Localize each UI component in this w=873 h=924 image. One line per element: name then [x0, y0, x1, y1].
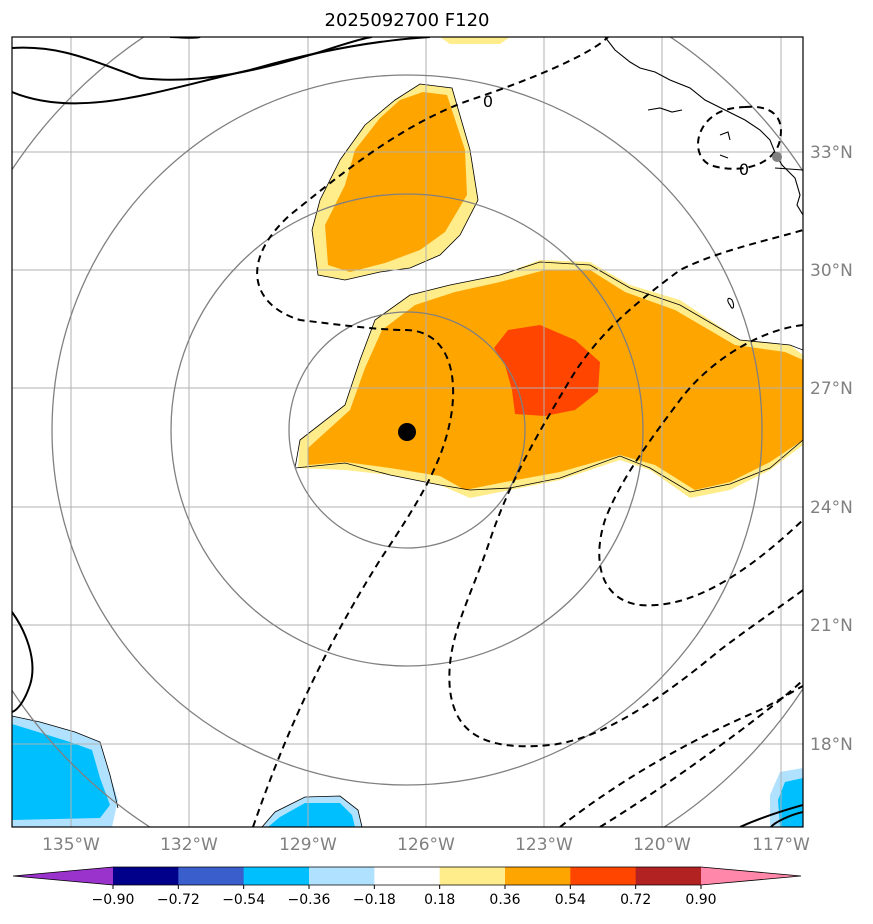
storm-center-marker [398, 423, 416, 441]
lat-tick-18: 18°N [810, 735, 853, 755]
colorbar-label: −0.90 [92, 892, 135, 908]
colorbar-swatch [635, 867, 702, 885]
colorbar-label: −0.72 [157, 892, 200, 908]
lon-tick-120: 120°W [633, 835, 691, 855]
contour-label-0-north: 0 [483, 92, 493, 111]
colorbar-label: 0.54 [555, 892, 586, 908]
colorbar-swatch [178, 867, 245, 885]
lat-tick-labels: 33°N 30°N 27°N 24°N 21°N 18°N [810, 143, 853, 755]
colorbar-label: 0.72 [620, 892, 651, 908]
lat-tick-21: 21°N [810, 616, 853, 636]
colorbar-label: −0.18 [353, 892, 396, 908]
colorbar-swatch [570, 867, 637, 885]
lat-tick-30: 30°N [810, 261, 853, 281]
lat-tick-33: 33°N [810, 143, 853, 163]
colorbar-label: 0.90 [685, 892, 716, 908]
map-area: 0 0 [12, 37, 803, 827]
coastal-station-dot [772, 152, 782, 162]
lon-tick-labels: 135°W 132°W 129°W 126°W 123°W 120°W 117°… [42, 835, 810, 855]
contour-label-0-coast: 0 [739, 160, 749, 179]
negative-patch-southwest-core [12, 724, 110, 820]
colorbar-label: −0.54 [222, 892, 265, 908]
colorbar-swatch [309, 867, 375, 885]
negative-patch-south-core [268, 803, 355, 827]
lat-tick-24: 24°N [810, 498, 853, 518]
colorbar-label: 0.18 [424, 892, 455, 908]
colorbar-swatch [374, 867, 441, 885]
colorbar-extend-low [13, 867, 113, 885]
negative-patch-southeast-core [778, 778, 803, 827]
lon-tick-135: 135°W [42, 835, 100, 855]
lon-tick-126: 126°W [397, 835, 455, 855]
solid-contours [12, 37, 803, 827]
coastline [604, 37, 803, 309]
anomaly-max-patch [494, 325, 600, 416]
dashed-contours [252, 37, 803, 827]
map-frame [11, 36, 804, 828]
colorbar-label: 0.36 [489, 892, 520, 908]
colorbar-swatch [243, 867, 310, 885]
colorbar-swatch [113, 867, 179, 885]
lon-tick-117: 117°W [752, 835, 810, 855]
shaded-field [12, 37, 803, 827]
colorbar-swatch [505, 867, 571, 885]
colorbar-extend-high [701, 867, 801, 885]
colorbar-label: −0.36 [288, 892, 331, 908]
map-title: 2025092700 F120 [325, 10, 490, 31]
colorbar: −0.90 −0.72 −0.54 −0.36 −0.18 0.18 0.36 0.54 0.7… [12, 866, 802, 908]
graticule [12, 37, 803, 827]
colorbar-swatch [439, 867, 506, 885]
lon-tick-129: 129°W [279, 835, 337, 855]
anomaly-blob-north-core [325, 92, 467, 272]
lon-tick-132: 132°W [160, 835, 218, 855]
shading-outline [12, 83, 803, 827]
anomaly-top-sliver [440, 37, 510, 44]
range-rings [12, 37, 803, 827]
lon-tick-123: 123°W [515, 835, 573, 855]
lat-tick-27: 27°N [810, 379, 853, 399]
